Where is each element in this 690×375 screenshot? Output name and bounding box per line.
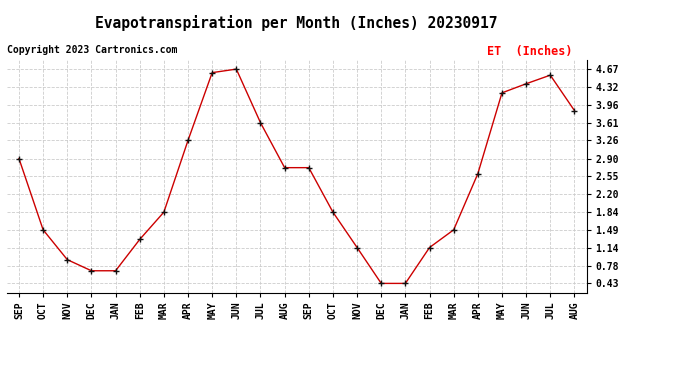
Text: ET  (Inches): ET (Inches) xyxy=(487,45,573,58)
Text: Copyright 2023 Cartronics.com: Copyright 2023 Cartronics.com xyxy=(7,45,177,55)
Text: Evapotranspiration per Month (Inches) 20230917: Evapotranspiration per Month (Inches) 20… xyxy=(95,15,498,31)
